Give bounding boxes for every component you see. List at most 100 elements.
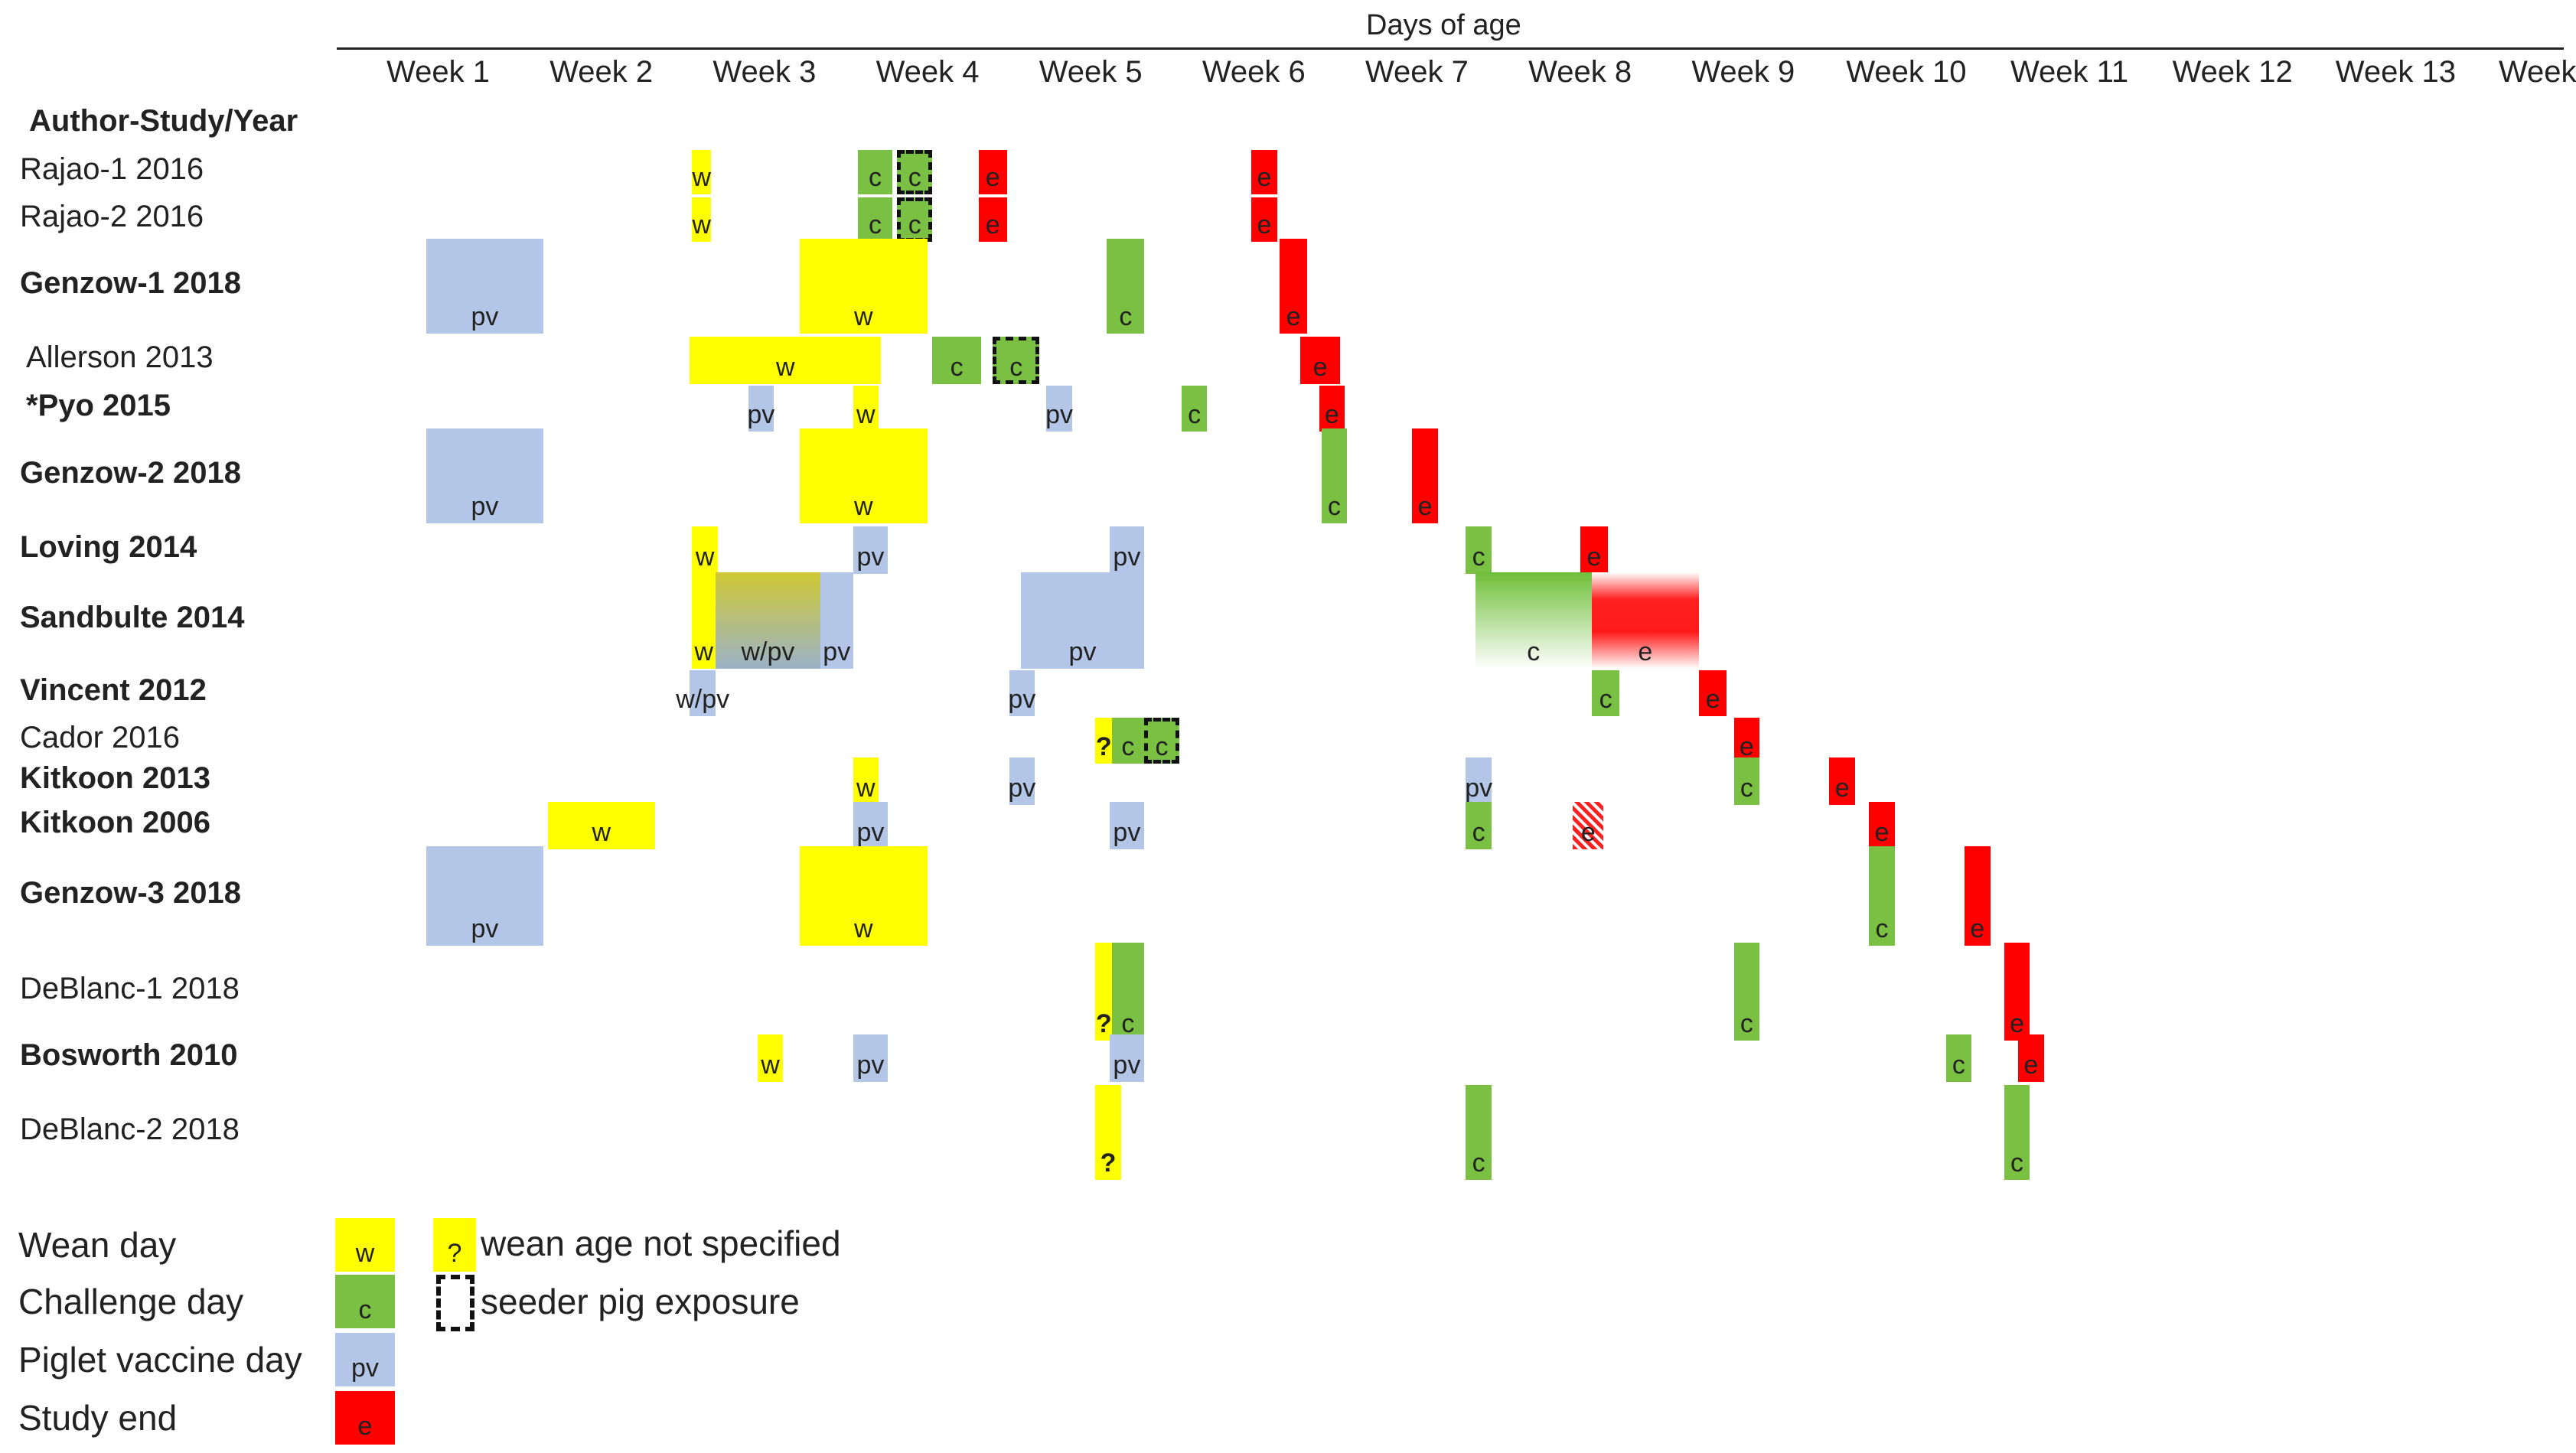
- axis-rule: [337, 47, 2564, 50]
- event-c-mark: c: [857, 197, 893, 242]
- week-label: Week 14: [2498, 55, 2576, 89]
- event-pv-mark: pv: [1109, 526, 1145, 574]
- week-label: Week 2: [549, 55, 654, 89]
- week-label: Week 9: [1691, 55, 1795, 89]
- legend-label: Piglet vaccine day: [18, 1340, 302, 1380]
- event-c-mark: c: [1945, 1034, 1972, 1082]
- event-e-mark: e: [2004, 943, 2030, 1041]
- event-e-mark: e: [1965, 846, 1991, 946]
- row-label: Rajao-2 2016: [20, 200, 204, 233]
- event-w-mark: w: [853, 386, 879, 432]
- week-label: Week 1: [386, 55, 491, 89]
- event-c-mark: c: [857, 150, 893, 194]
- legend-label: Study end: [18, 1398, 178, 1438]
- legend-swatch-wean-unspecified: ?: [433, 1218, 476, 1272]
- event-egrad-mark: e: [1591, 572, 1699, 669]
- event-c-mark: c: [1869, 846, 1895, 946]
- legend-swatch-c: c: [335, 1275, 395, 1328]
- row-label: Genzow-1 2018: [20, 266, 242, 300]
- event-pv-mark: pv: [1465, 757, 1492, 805]
- event-wpv-mark: w/pv: [715, 572, 820, 669]
- event-pv-mark: pv: [1109, 1034, 1145, 1082]
- legend-label: Challenge day: [18, 1282, 244, 1321]
- event-pv-mark: pv: [853, 1034, 889, 1082]
- row-label: DeBlanc-2 2018: [20, 1113, 240, 1146]
- event-e-mark: e: [1319, 386, 1345, 432]
- event-c-mark: c: [897, 150, 933, 194]
- row-label: Sandbulte 2014: [20, 601, 245, 634]
- event-e-mark: e: [979, 150, 1007, 194]
- legend-swatch-pv: pv: [335, 1333, 395, 1386]
- event-e-mark: e: [2018, 1034, 2044, 1082]
- event-c-mark: c: [1111, 943, 1145, 1041]
- event-e-mark: e: [1698, 670, 1727, 716]
- event-c-mark: c: [1321, 428, 1348, 523]
- event-c-mark: c: [1466, 526, 1492, 574]
- event-pv-mark: pv: [853, 802, 889, 849]
- week-label: Week 12: [2172, 55, 2293, 89]
- event-w-mark: w: [757, 1034, 784, 1082]
- legend-label: Wean day: [18, 1225, 177, 1265]
- event-ehatch-mark: e: [1573, 802, 1604, 849]
- week-label: Week 11: [2010, 55, 2129, 89]
- event-e-mark: e: [1869, 802, 1895, 849]
- event-e-mark: e: [1279, 239, 1308, 334]
- event-pv-mark: pv: [1020, 572, 1145, 669]
- event-pv-mark: pv: [426, 428, 543, 523]
- event-c-mark: c: [1111, 718, 1145, 764]
- event-w-mark: w: [692, 150, 711, 194]
- event-e-mark: e: [979, 197, 1007, 242]
- row-label: Kitkoon 2006: [20, 806, 210, 839]
- week-label: Week 6: [1202, 55, 1306, 89]
- row-label: Loving 2014: [20, 530, 197, 564]
- event-wean-unspecified-mark: ?: [1095, 943, 1113, 1041]
- event-pv-mark: pv: [426, 846, 543, 946]
- row-label: Rajao-1 2016: [20, 152, 204, 186]
- row-label: DeBlanc-1 2018: [20, 972, 240, 1005]
- event-pv-mark: pv: [820, 572, 853, 669]
- row-label: Vincent 2012: [20, 673, 207, 707]
- event-w-mark: w: [853, 757, 879, 805]
- week-label: Week 3: [712, 55, 817, 89]
- event-c-mark: c: [932, 337, 982, 384]
- event-w-mark: w: [692, 197, 711, 242]
- event-c-mark: c: [1466, 1085, 1492, 1180]
- row-header: Author-Study/Year: [29, 104, 298, 138]
- event-pv-mark: pv: [1109, 802, 1145, 849]
- event-e-mark: e: [1412, 428, 1438, 523]
- legend-label: wean age not specified: [481, 1223, 841, 1263]
- row-label: Bosworth 2010: [20, 1038, 238, 1072]
- event-e-mark: e: [1580, 526, 1609, 574]
- event-pv-mark: w/pv: [676, 670, 729, 716]
- event-e-mark: e: [1300, 337, 1340, 384]
- row-label: Allerson 2013: [26, 340, 214, 374]
- row-label: Genzow-3 2018: [20, 876, 242, 910]
- legend-swatch-w: w: [335, 1218, 395, 1272]
- week-label: Week 7: [1365, 55, 1469, 89]
- event-w-mark: w: [692, 572, 716, 669]
- week-label: Week 5: [1039, 55, 1143, 89]
- event-c-mark: c: [993, 337, 1040, 384]
- event-wean-unspecified-mark: ?: [1095, 718, 1113, 764]
- event-c-mark: c: [1733, 943, 1760, 1041]
- week-label: Week 10: [1846, 55, 1967, 89]
- event-pv-mark: pv: [853, 526, 889, 574]
- event-w-mark: w: [799, 428, 928, 523]
- week-label: Week 8: [1528, 55, 1632, 89]
- event-w-mark: w: [690, 337, 882, 384]
- event-c-mark: c: [1107, 239, 1145, 334]
- event-c-mark: c: [1733, 757, 1760, 805]
- event-c-mark: c: [897, 197, 933, 242]
- event-w-mark: w: [799, 846, 928, 946]
- event-w-mark: w: [799, 239, 928, 334]
- event-pv-mark: pv: [1008, 757, 1035, 805]
- week-label: Week 13: [2335, 55, 2456, 89]
- event-w-mark: w: [692, 526, 718, 574]
- event-e-mark: e: [1251, 197, 1277, 242]
- event-e-mark: e: [1733, 718, 1760, 764]
- event-c-mark: c: [1466, 802, 1492, 849]
- event-wean-unspecified-mark: ?: [1095, 1085, 1121, 1180]
- week-label: Week 4: [876, 55, 980, 89]
- event-c-mark: c: [1181, 386, 1208, 432]
